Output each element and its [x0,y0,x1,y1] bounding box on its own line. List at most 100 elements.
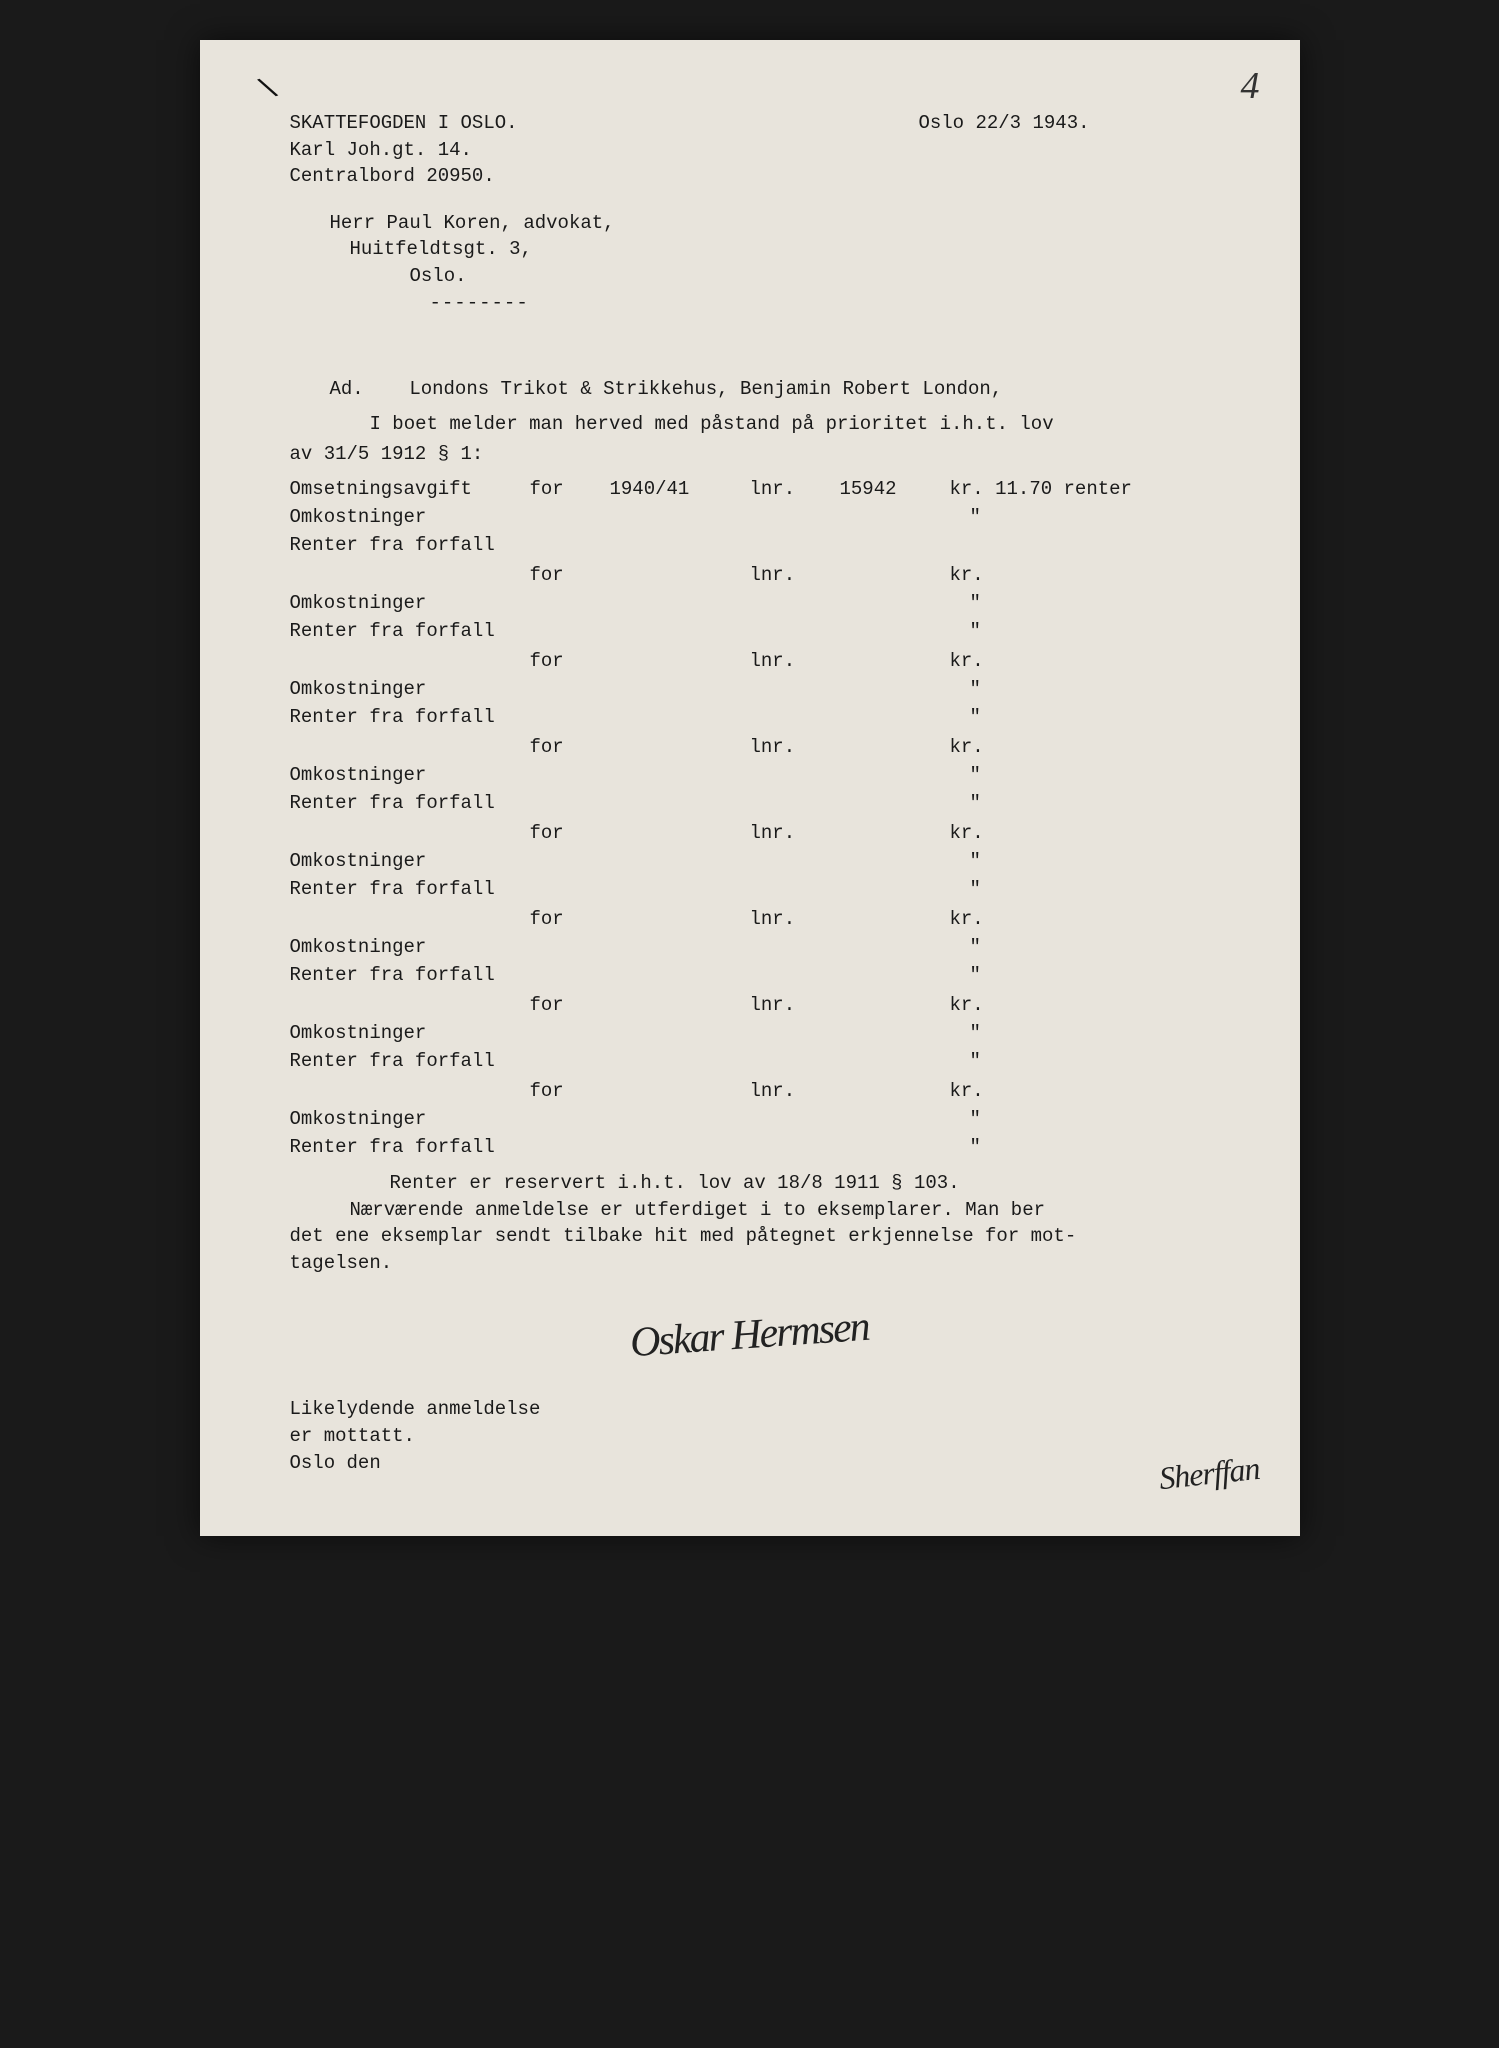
entry-ditto: " [950,876,1170,903]
entry-omkostninger-row: Omkostninger" [290,1020,1210,1048]
entry-omkostninger-row: Omkostninger " [290,676,1210,704]
subject-prefix: Ad. [330,378,364,400]
entry-main-row: for lnr. kr. [290,734,1210,762]
scan-artifact: \ [253,68,284,114]
entry-kr: kr. 11.70 renter [950,476,1170,503]
entry-group: forlnr.kr.Omkostninger"Renter fra forfal… [290,906,1210,990]
entry-omkostninger: Omkostninger [290,762,530,789]
recipient-line1: Herr Paul Koren, advokat, [330,210,1210,237]
entry-lnr-label: lnr. [750,562,840,589]
entry-renter: Renter fra forfall [290,704,530,731]
receipt-line3: Oslo den [290,1450,1210,1477]
entry-omkostninger: Omkostninger [290,676,530,703]
entry-group: forlnr.kr.Omkostninger"Renter fra forfal… [290,820,1210,904]
entry-for: for [530,906,610,933]
entry-ditto: " [950,704,1170,731]
entry-renter-row: Renter fra forfall " [290,962,1210,990]
entry-ditto: " [950,504,1170,531]
footer-line3: det ene eksemplar sendt tilbake hit med … [290,1223,1210,1250]
entry-label: Omsetningsavgift [290,476,530,503]
receipt-line2: er mottatt. [290,1423,1210,1450]
entry-period: 1940/41 [610,476,750,503]
entry-main-row: for lnr. kr. [290,906,1210,934]
entry-kr: kr. [950,734,1170,761]
receipt-block: Likelydende anmeldelse er mottatt. Oslo … [290,1396,1210,1476]
entry-omkostninger-row: Omkostninger " [290,1106,1210,1134]
signature-secondary: Sherffan [1157,1446,1262,1501]
entry-main-row: Omsetningsavgiftfor1940/41lnr.15942kr. 1… [290,476,1210,504]
signature-area: Oskar Hermsen [290,1306,1210,1386]
entry-renter: Renter fra forfall [290,962,530,989]
entry-lnr-label: lnr. [750,734,840,761]
sender-block: SKATTEFOGDEN I OSLO. Karl Joh.gt. 14. Ce… [290,110,518,190]
recipient-line3: Oslo. [410,263,1210,290]
entry-kr: kr. [950,906,1170,933]
entry-omkostninger: Omkostninger [290,590,530,617]
entry-ditto: " [950,848,1170,875]
sender-line2: Karl Joh.gt. 14. [290,137,518,164]
entry-renter: Renter fra forfall [290,618,530,645]
entry-for: for [530,734,610,761]
sender-line1: SKATTEFOGDEN I OSLO. [290,110,518,137]
entry-group: for lnr. kr. Omkostninger " Renter fra forfal… [290,734,1210,818]
entry-ditto: " [950,1134,1170,1161]
entry-ditto: " [950,1106,1170,1133]
footer-block: Renter er reservert i.h.t. lov av 18/8 1… [290,1170,1210,1276]
entry-renter-row: Renter fra forfall " [290,1134,1210,1162]
date-line: Oslo 22/3 1943. [918,110,1089,190]
footer-line4: tagelsen. [290,1250,1210,1277]
entry-renter-row: Renter fra forfall " [290,876,1210,904]
entry-omkostninger-row: Omkostninger " [290,934,1210,962]
receipt-line1: Likelydende anmeldelse [290,1396,1210,1423]
entry-kr: kr. [950,648,1170,675]
recipient-underline: -------- [430,290,1210,317]
entry-lnr-label: lnr. [750,820,840,847]
entry-ditto: " [950,962,1170,989]
entry-group: Omsetningsavgiftfor1940/41lnr.15942kr. 1… [290,476,1210,560]
footer-line2: Nærværende anmeldelse er utferdiget i to… [350,1197,1210,1224]
entry-omkostninger: Omkostninger [290,934,530,961]
entry-kr: kr. [950,562,1170,589]
entry-renter: Renter fra forfall [290,532,530,559]
entry-renter: Renter fra forfall [290,876,530,903]
entries-list: Omsetningsavgiftfor1940/41lnr.15942kr. 1… [290,476,1210,1162]
entry-main-row: for lnr. kr. [290,562,1210,590]
signature-main: Oskar Hermsen [628,1298,870,1373]
entry-renter: Renter fra forfall [290,1048,530,1075]
entry-omkostninger: Omkostninger [290,1106,530,1133]
entry-omkostninger-row: Omkostninger " [290,590,1210,618]
entry-for: for [530,562,610,589]
entry-ditto: " [950,790,1170,817]
footer-line1: Renter er reservert i.h.t. lov av 18/8 1… [390,1170,1210,1197]
entry-ditto: " [950,934,1170,961]
entry-ditto: " [950,1020,1170,1047]
entry-group: forlnr.kr.Omkostninger"Renter fra forfal… [290,992,1210,1076]
entry-ditto: " [950,618,1170,645]
entry-group: forlnr.kr.Omkostninger"Renter fra forfal… [290,562,1210,646]
recipient-line2: Huitfeldtsgt. 3, [350,236,1210,263]
entry-ditto: " [950,1048,1170,1075]
entry-omkostninger: Omkostninger [290,848,530,875]
entry-lnr-label: lnr. [750,476,840,503]
entry-omkostninger-row: Omkostninger " [290,762,1210,790]
entry-renter: Renter fra forfall [290,1134,530,1161]
entry-kr: kr. [950,992,1170,1019]
entry-main-row: forlnr.kr. [290,648,1210,676]
entry-omkostninger-row: Omkostninger " [290,504,1210,532]
entry-for: for [530,992,610,1019]
page-number: 4 [1241,60,1260,113]
entry-group: forlnr.kr.Omkostninger " Renter fra forfal… [290,648,1210,732]
entry-main-row: forlnr.kr. [290,1078,1210,1106]
entry-for: for [530,820,610,847]
entry-lnr-label: lnr. [750,906,840,933]
recipient-block: Herr Paul Koren, advokat, Huitfeldtsgt. … [330,210,1210,316]
entry-lnr-value: 15942 [840,476,950,503]
entry-renter: Renter fra forfall [290,790,530,817]
entry-omkostninger: Omkostninger [290,504,530,531]
entry-ditto: " [950,676,1170,703]
entry-kr: kr. [950,820,1170,847]
entry-lnr-label: lnr. [750,1078,840,1105]
entry-ditto: " [950,762,1170,789]
entry-renter-row: Renter fra forfall " [290,618,1210,646]
entry-ditto: " [950,590,1170,617]
